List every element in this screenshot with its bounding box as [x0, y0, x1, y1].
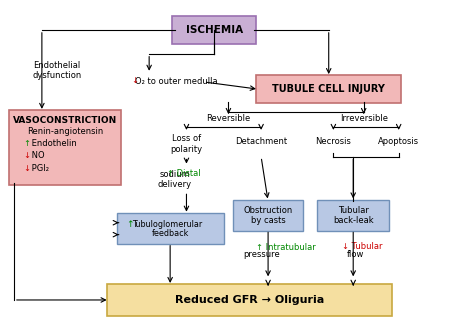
Text: Endothelial
dysfunction: Endothelial dysfunction	[33, 61, 82, 80]
Text: Renin-angiotensin: Renin-angiotensin	[27, 127, 103, 136]
FancyBboxPatch shape	[173, 16, 256, 44]
Text: Reversible: Reversible	[206, 114, 251, 123]
Text: ↑ Distal: ↑ Distal	[167, 168, 201, 177]
Text: Detachment: Detachment	[235, 137, 287, 146]
FancyBboxPatch shape	[256, 75, 401, 104]
Text: TUBULE CELL INJURY: TUBULE CELL INJURY	[272, 84, 385, 94]
Text: Apoptosis: Apoptosis	[378, 137, 419, 146]
FancyBboxPatch shape	[107, 284, 392, 316]
Text: PGI₂: PGI₂	[29, 164, 49, 173]
Text: O₂ to outer medulla: O₂ to outer medulla	[135, 78, 218, 87]
FancyBboxPatch shape	[9, 110, 121, 185]
Text: Endothelin: Endothelin	[29, 139, 77, 148]
Text: Necrosis: Necrosis	[315, 137, 351, 146]
Text: Reduced GFR → Oliguria: Reduced GFR → Oliguria	[175, 295, 324, 305]
FancyBboxPatch shape	[233, 200, 303, 231]
Text: Tubular
back-leak: Tubular back-leak	[333, 206, 374, 225]
Text: Loss of
polarity: Loss of polarity	[171, 134, 202, 154]
FancyBboxPatch shape	[317, 200, 389, 231]
FancyBboxPatch shape	[117, 213, 224, 244]
Text: ↓ Tubular: ↓ Tubular	[342, 242, 382, 251]
Text: Irreversible: Irreversible	[340, 114, 388, 123]
Text: ↑ Intratubular: ↑ Intratubular	[256, 243, 316, 252]
Text: ↓: ↓	[23, 152, 30, 161]
Text: ↓: ↓	[23, 164, 30, 173]
Text: ↑: ↑	[126, 220, 133, 229]
Text: ↑: ↑	[23, 139, 30, 148]
Text: ISCHEMIA: ISCHEMIA	[186, 25, 243, 35]
Text: NO: NO	[29, 152, 45, 161]
Text: sodium
delivery: sodium delivery	[158, 170, 192, 189]
Text: feedback: feedback	[152, 229, 189, 238]
Text: ↓: ↓	[131, 77, 138, 86]
Text: Tubuloglomerular: Tubuloglomerular	[132, 220, 202, 229]
Text: flow: flow	[347, 250, 365, 259]
Text: Obstruction
by casts: Obstruction by casts	[244, 206, 293, 225]
Text: VASOCONSTRICTION: VASOCONSTRICTION	[13, 116, 118, 125]
Text: pressure: pressure	[244, 250, 281, 259]
